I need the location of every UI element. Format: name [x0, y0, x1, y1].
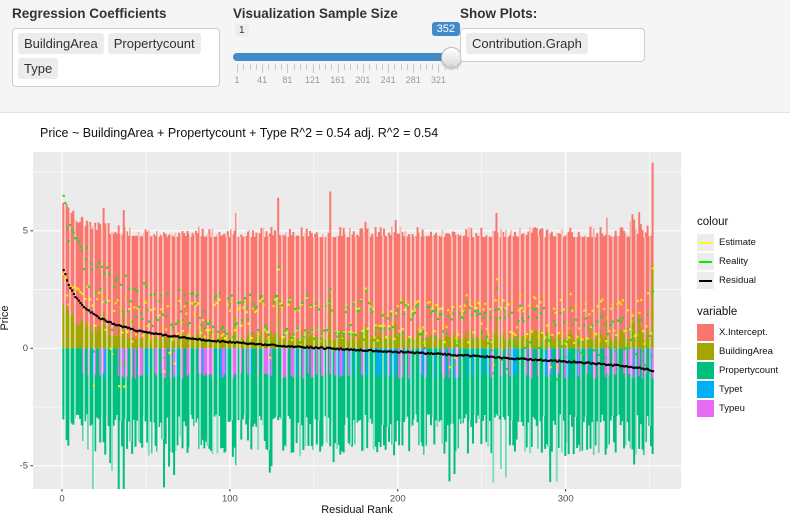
- slider-tick: [331, 64, 333, 70]
- slider-tick: [457, 64, 459, 70]
- slider-tick: [394, 64, 396, 70]
- legend-variable-title: variable: [697, 306, 738, 318]
- slider-tick-label: 321: [430, 75, 446, 85]
- slider-tick: [419, 64, 421, 70]
- slider-tick: [362, 64, 364, 73]
- slider-tick: [407, 64, 408, 70]
- slider-tick: [237, 64, 238, 73]
- legend-variable: variable X.Intercept. BuildingArea Propert…: [697, 306, 789, 419]
- slider-tick-label: 241: [380, 75, 396, 85]
- slider-tick: [413, 64, 415, 73]
- slider-tick-label: 201: [355, 75, 371, 85]
- slider-tick-label: 1: [234, 75, 240, 85]
- slider-tick: [388, 64, 390, 73]
- slider-tick: [299, 64, 301, 70]
- legend-variable-item-0: X.Intercept.: [697, 324, 789, 341]
- sample-size-label: Visualization Sample Size: [233, 6, 398, 21]
- slider-tick-label: 81: [282, 75, 293, 85]
- legend-key-label: Reality: [719, 256, 749, 267]
- legend-colour-title: colour: [697, 216, 729, 228]
- slider-tick: [381, 64, 383, 70]
- slider-tick: [287, 64, 289, 73]
- legend-colour-item-1: Reality: [697, 253, 789, 270]
- slider-tick: [325, 64, 327, 70]
- show-plots-label: Show Plots:: [460, 6, 538, 21]
- slider-tick: [318, 64, 320, 70]
- legend-key-swatch: [697, 234, 714, 251]
- legend-key-label: X.Intercept.: [719, 327, 768, 338]
- slider-tick: [451, 64, 453, 70]
- legend-variable-item-4: Typeu: [697, 400, 789, 417]
- legend-variable-item-3: Typet: [697, 381, 789, 398]
- legend-key-label: Propertycount: [719, 365, 779, 376]
- slider-tick: [337, 64, 339, 73]
- legend-colour-item-2: Residual: [697, 272, 789, 289]
- slider-tick: [293, 64, 295, 70]
- coefficient-tag-0[interactable]: BuildingArea: [18, 33, 104, 54]
- legend-key-swatch: [697, 362, 714, 379]
- slider-tick: [249, 64, 251, 70]
- control-panel: Regression Coefficients BuildingArea Prop…: [0, 0, 790, 113]
- legend-colour-item-0: Estimate: [697, 234, 789, 251]
- slider-track[interactable]: [233, 53, 462, 61]
- legend-key-label: Residual: [719, 275, 756, 286]
- slider-tick: [438, 64, 440, 73]
- slider-min-badge: 1: [235, 24, 249, 37]
- slider-tick-label: 41: [257, 75, 268, 85]
- legend-key-label: BuildingArea: [719, 346, 773, 357]
- legend-colour: colour Estimate Reality Residual: [697, 216, 789, 291]
- x-axis-title: Residual Rank: [321, 504, 393, 516]
- slider-tick: [262, 64, 264, 73]
- slider-tick-label: 121: [305, 75, 321, 85]
- regression-coefficients-input[interactable]: BuildingArea Propertycount Type: [12, 28, 220, 87]
- legend-key-swatch: [697, 381, 714, 398]
- slider-tick: [274, 64, 276, 70]
- slider-tick: [306, 64, 308, 70]
- sample-size-slider[interactable]: 1 352 1 41 81 121 161 201 241 281 321: [233, 22, 462, 94]
- slider-value-badge: 352: [431, 22, 460, 36]
- slider-tick-label: 281: [405, 75, 421, 85]
- legend-key-swatch: [697, 272, 714, 289]
- legend-key-label: Estimate: [719, 237, 756, 248]
- slider-tick: [400, 64, 402, 70]
- slider-tick: [444, 64, 446, 70]
- legend-variable-item-1: BuildingArea: [697, 343, 789, 360]
- slider-tick: [255, 64, 257, 70]
- coefficient-tag-1[interactable]: Propertycount: [107, 33, 201, 54]
- coefficient-tag-2[interactable]: Type: [18, 58, 59, 79]
- regression-coefficients-label: Regression Coefficients: [12, 6, 167, 21]
- slider-tick: [432, 64, 434, 70]
- legend-key-label: Typeu: [719, 403, 745, 414]
- slider-tick: [350, 64, 352, 70]
- legend-key-swatch: [697, 324, 714, 341]
- legend-variable-item-2: Propertycount: [697, 362, 789, 379]
- legend-key-swatch: [697, 343, 714, 360]
- y-axis-title: Price: [0, 305, 11, 331]
- plot-tag-0[interactable]: Contribution.Graph: [466, 33, 588, 54]
- slider-tick: [356, 64, 358, 70]
- plot-title: Price ~ BuildingArea + Propertycount + T…: [40, 126, 439, 140]
- slider-tick: [344, 64, 346, 70]
- slider-tick: [375, 64, 377, 70]
- slider-tick: [369, 64, 371, 70]
- slider-grid: 1 41 81 121 161 201 241 281 321: [233, 64, 462, 94]
- slider-tick: [268, 64, 270, 70]
- slider-tick: [243, 64, 245, 70]
- contribution-graph-canvas: [0, 146, 690, 515]
- slider-tick-label: 161: [330, 75, 346, 85]
- slider-tick: [312, 64, 314, 73]
- legend-key-swatch: [697, 400, 714, 417]
- slider-tick: [281, 64, 283, 70]
- slider-tick: [425, 64, 427, 70]
- legend-key-label: Typet: [719, 384, 743, 395]
- show-plots-input[interactable]: Contribution.Graph: [460, 28, 645, 62]
- legend-key-swatch: [697, 253, 714, 270]
